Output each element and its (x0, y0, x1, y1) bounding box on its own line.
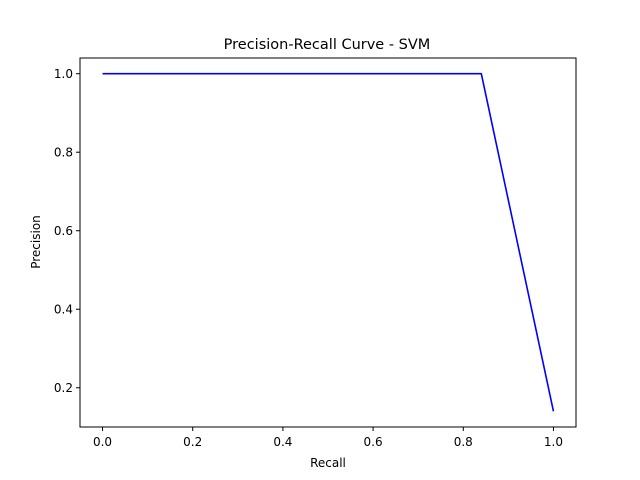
x-tick-label: 0.4 (273, 435, 292, 449)
y-tick-label: 1.0 (54, 67, 73, 81)
x-tick-label: 0.2 (183, 435, 202, 449)
x-axis-label: Recall (310, 456, 346, 470)
x-tick-label: 0.8 (454, 435, 473, 449)
x-axis-ticks: 0.0 0.2 0.4 0.6 0.8 1.0 (93, 427, 563, 449)
y-axis-ticks: 0.2 0.4 0.6 0.8 1.0 (54, 67, 80, 395)
x-tick-label: 1.0 (544, 435, 563, 449)
y-tick-label: 0.8 (54, 146, 73, 160)
precision-recall-line (102, 72, 555, 412)
chart-title: Precision-Recall Curve - SVM (224, 37, 431, 53)
plot-area: 0.0 0.2 0.4 0.6 0.8 1.0 0.2 0.4 0.6 0.8 1.0 (54, 57, 577, 449)
series-layer (102, 72, 555, 412)
x-tick-label: 0.0 (93, 435, 112, 449)
y-tick-label: 0.6 (54, 224, 73, 238)
y-axis-label: Precision (29, 215, 43, 269)
y-tick-label: 0.2 (54, 381, 73, 395)
x-tick-label: 0.6 (364, 435, 383, 449)
y-tick-label: 0.4 (54, 303, 73, 317)
axes-frame (79, 57, 577, 428)
